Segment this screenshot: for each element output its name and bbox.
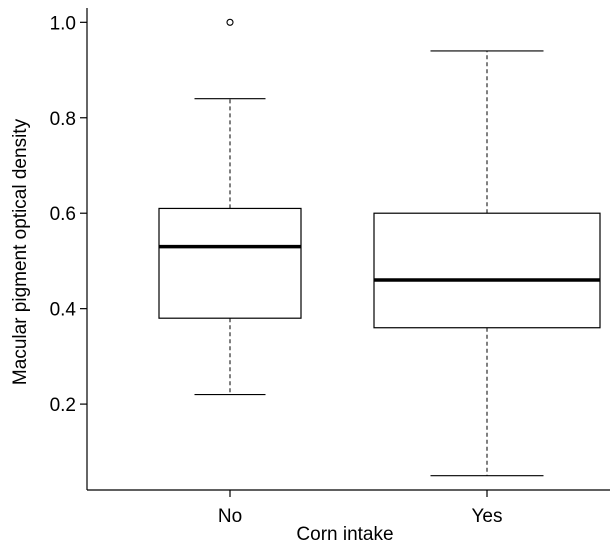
x-tick-label: No bbox=[218, 506, 242, 527]
box-iqr bbox=[373, 212, 601, 329]
box-group bbox=[158, 18, 601, 477]
box-no bbox=[158, 18, 302, 396]
x-axis-label: Corn intake bbox=[296, 524, 393, 544]
y-tick-label: 0.6 bbox=[50, 204, 76, 225]
outlier-point bbox=[226, 18, 234, 26]
y-tick-label: 0.4 bbox=[50, 300, 77, 321]
y-tick-label: 0.8 bbox=[50, 109, 76, 130]
box-iqr bbox=[158, 207, 302, 319]
y-tick-label: 1.0 bbox=[50, 13, 76, 34]
x-axis-ticks: No Yes bbox=[218, 490, 503, 527]
box-yes bbox=[373, 50, 601, 477]
x-tick-label: Yes bbox=[472, 506, 503, 527]
y-axis-label: Macular pigment optical density bbox=[10, 118, 31, 385]
y-tick-label: 0.2 bbox=[50, 395, 76, 416]
y-axis-ticks: 0.2 0.4 0.6 0.8 1.0 bbox=[50, 13, 87, 416]
